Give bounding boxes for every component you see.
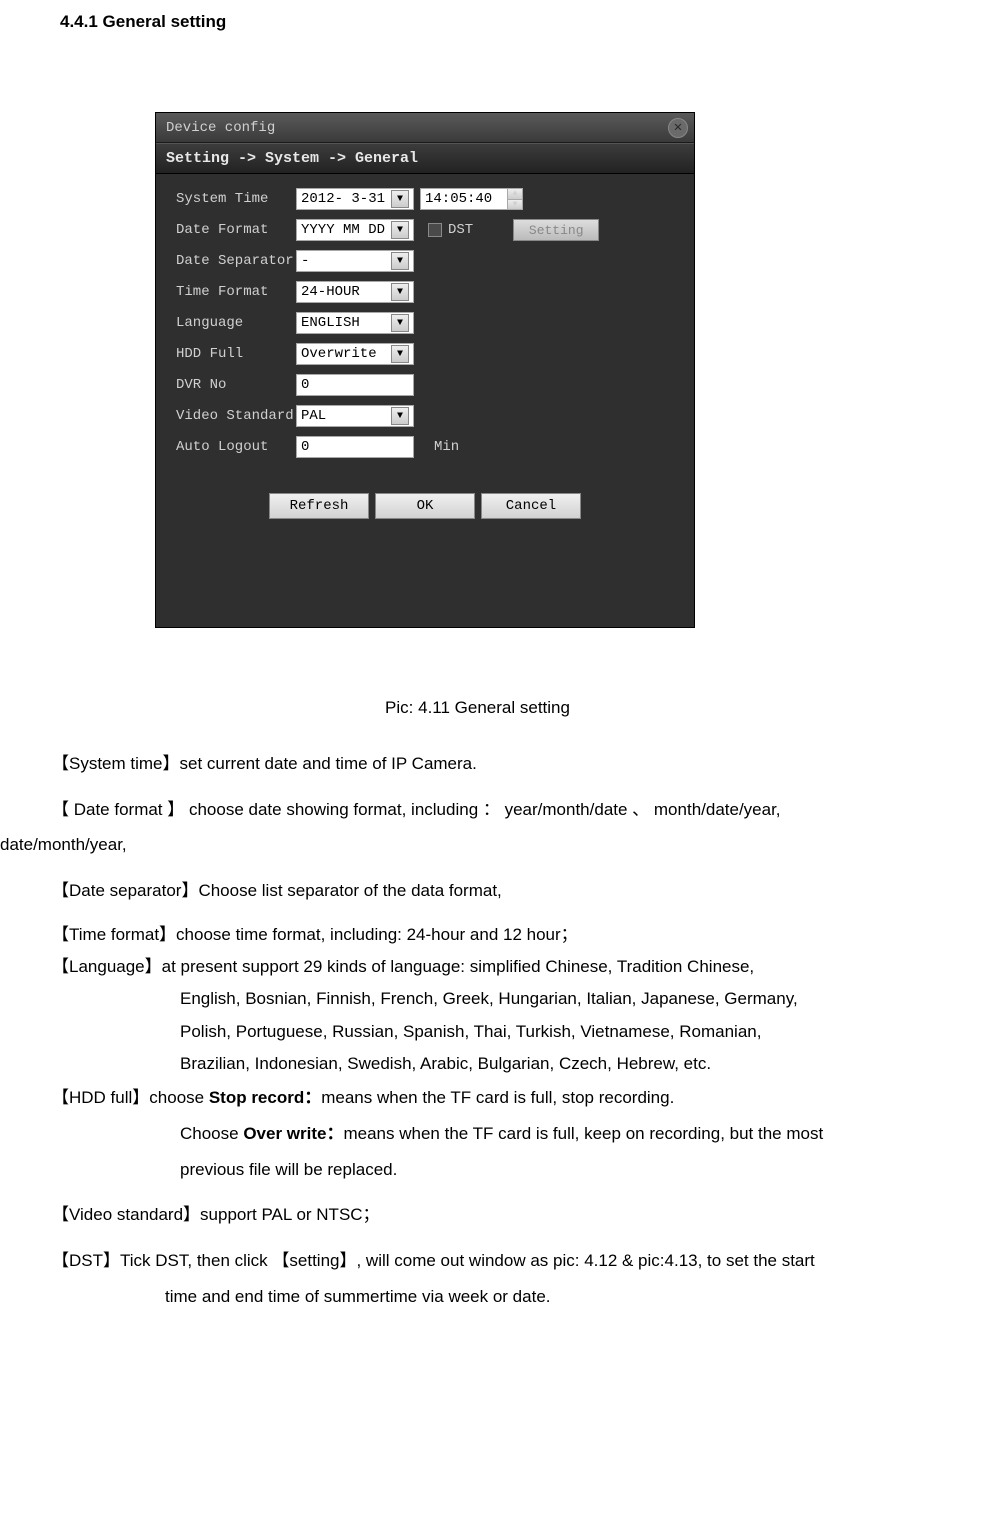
device-config-dialog: Device config ✕ Setting -> System -> Gen… xyxy=(155,112,695,628)
label-hdd-full: HDD Full xyxy=(176,346,296,362)
breadcrumb: Setting -> System -> General xyxy=(156,143,694,174)
dst-setting-button[interactable]: Setting xyxy=(513,219,599,241)
dst-label: DST xyxy=(448,222,473,238)
system-time-value: 14:05:40 xyxy=(425,191,492,207)
refresh-button[interactable]: Refresh xyxy=(269,493,369,519)
label-system-time: System Time xyxy=(176,191,296,207)
dialog-footer xyxy=(156,537,694,627)
dialog-titlebar: Device config ✕ xyxy=(156,113,694,143)
cancel-button[interactable]: Cancel xyxy=(481,493,581,519)
date-format-select[interactable]: YYYY MM DD ▼ xyxy=(296,219,414,241)
label-date-separator: Date Separator xyxy=(176,253,296,269)
doc-video-standard: 【Video standard】support PAL or NTSC； xyxy=(0,1197,955,1233)
dvr-no-input[interactable]: 0 xyxy=(296,374,414,396)
chevron-down-icon[interactable]: ▼ xyxy=(391,252,409,270)
close-icon[interactable]: ✕ xyxy=(668,118,688,138)
time-format-select[interactable]: 24-HOUR ▼ xyxy=(296,281,414,303)
figure-caption: Pic: 4.11 General setting xyxy=(0,698,955,718)
doc-hdd-full-1: 【HDD full】choose Stop record：means when … xyxy=(0,1080,955,1116)
language-select[interactable]: ENGLISH ▼ xyxy=(296,312,414,334)
doc-dst-2: time and end time of summertime via week… xyxy=(0,1279,955,1315)
auto-logout-value: 0 xyxy=(301,439,309,455)
label-language: Language xyxy=(176,315,296,331)
doc-date-format-2: date/month/year, xyxy=(0,827,955,863)
chevron-down-icon[interactable]: ▼ xyxy=(391,407,409,425)
doc-date-format-1: 【 Date format 】 choose date showing form… xyxy=(0,792,955,828)
hdd-full-value: Overwrite xyxy=(301,346,377,362)
auto-logout-unit: Min xyxy=(434,439,459,455)
label-date-format: Date Format xyxy=(176,222,296,238)
label-auto-logout: Auto Logout xyxy=(176,439,296,455)
time-stepper[interactable]: ▲▼ xyxy=(507,188,523,210)
doc-language-4: Brazilian, Indonesian, Swedish, Arabic, … xyxy=(0,1048,955,1080)
dialog-title: Device config xyxy=(166,120,275,136)
label-dvr-no: DVR No xyxy=(176,377,296,393)
dvr-no-value: 0 xyxy=(301,377,309,393)
section-heading: 4.4.1 General setting xyxy=(60,12,955,32)
date-separator-select[interactable]: - ▼ xyxy=(296,250,414,272)
doc-language-1: 【Language】at present support 29 kinds of… xyxy=(0,951,955,983)
system-time-input[interactable]: 14:05:40 xyxy=(420,188,508,210)
doc-language-2: English, Bosnian, Finnish, French, Greek… xyxy=(0,983,955,1015)
chevron-down-icon[interactable]: ▼ xyxy=(391,283,409,301)
doc-language-3: Polish, Portuguese, Russian, Spanish, Th… xyxy=(0,1016,955,1048)
doc-date-separator: 【Date separator】Choose list separator of… xyxy=(0,873,955,909)
doc-time-format: 【Time format】choose time format, includi… xyxy=(0,919,955,951)
chevron-down-icon[interactable]: ▼ xyxy=(391,345,409,363)
hdd-full-select[interactable]: Overwrite ▼ xyxy=(296,343,414,365)
video-standard-select[interactable]: PAL ▼ xyxy=(296,405,414,427)
system-date-picker[interactable]: 2012- 3-31 ▼ xyxy=(296,188,414,210)
date-format-value: YYYY MM DD xyxy=(301,222,385,238)
chevron-down-icon[interactable]: ▼ xyxy=(391,221,409,239)
chevron-down-icon[interactable]: ▼ xyxy=(391,314,409,332)
date-separator-value: - xyxy=(301,253,309,269)
doc-hdd-full-3: previous file will be replaced. xyxy=(0,1152,955,1188)
language-value: ENGLISH xyxy=(301,315,360,331)
chevron-down-icon[interactable]: ▼ xyxy=(391,190,409,208)
video-standard-value: PAL xyxy=(301,408,326,424)
ok-button[interactable]: OK xyxy=(375,493,475,519)
label-video-standard: Video Standard xyxy=(176,408,296,424)
system-date-value: 2012- 3-31 xyxy=(301,191,385,207)
doc-system-time: 【System time】set current date and time o… xyxy=(0,746,955,782)
dst-checkbox[interactable] xyxy=(428,223,442,237)
auto-logout-input[interactable]: 0 xyxy=(296,436,414,458)
doc-dst-1: 【DST】Tick DST, then click 【setting】, wil… xyxy=(0,1243,955,1279)
time-format-value: 24-HOUR xyxy=(301,284,360,300)
doc-hdd-full-2: Choose Over write：means when the TF card… xyxy=(0,1116,955,1152)
label-time-format: Time Format xyxy=(176,284,296,300)
